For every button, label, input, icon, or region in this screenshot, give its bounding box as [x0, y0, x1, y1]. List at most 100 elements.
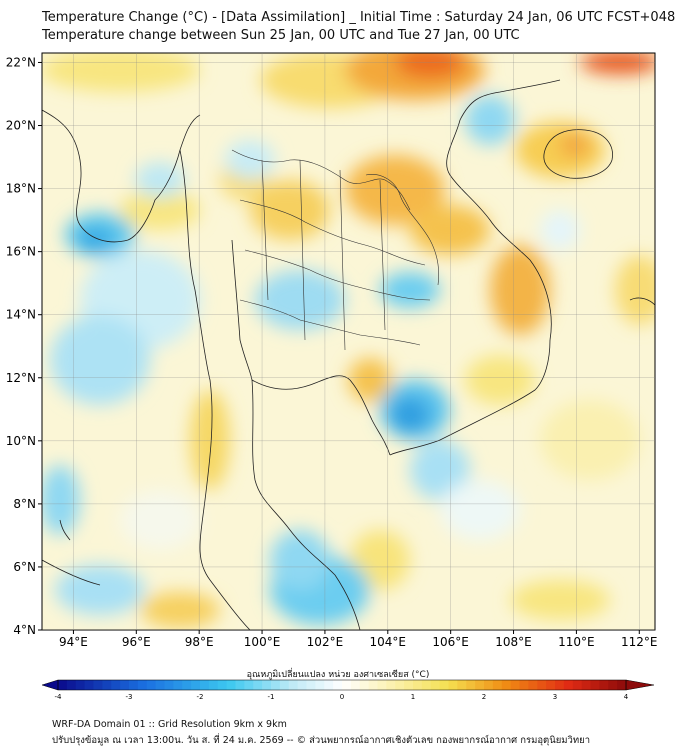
- colorbar-segment: [510, 680, 520, 690]
- colorbar-segment: [537, 680, 547, 690]
- colorbar-frame: [57, 679, 627, 691]
- colorbar: [41, 679, 655, 691]
- colorbar-segment: [164, 680, 174, 690]
- latitude-label: 18°N: [6, 182, 36, 196]
- colorbar-segment: [288, 680, 299, 690]
- colorbar-segment: [501, 680, 512, 690]
- colorbar-segment: [200, 680, 210, 690]
- colorbar-segment: [324, 680, 334, 690]
- colorbar-segment: [448, 680, 458, 690]
- longitude-labels: 94°E 96°E 98°E 100°E 102°E 104°E 106°E 108°E 110…: [59, 630, 658, 649]
- colorbar-segment: [466, 680, 476, 690]
- colorbar-segment: [430, 680, 441, 690]
- colorbar-segment: [555, 680, 565, 690]
- longitude-label: 104°E: [370, 635, 407, 649]
- colorbar-segment: [413, 680, 423, 690]
- colorbar-segment: [208, 680, 219, 690]
- latitude-labels: 22°N 20°N 18°N 16°N 14°N 12°N 10°N 8°N 6°N 4°N: [6, 55, 42, 637]
- colorbar-segment: [297, 680, 307, 690]
- colorbar-segment: [271, 680, 281, 690]
- latitude-label: 10°N: [6, 434, 36, 448]
- colorbar-min-extend: [41, 679, 59, 691]
- colorbar-segment: [93, 680, 103, 690]
- colorbar-segment: [599, 680, 609, 690]
- longitude-label: 102°E: [307, 635, 344, 649]
- graticule: [42, 53, 655, 630]
- coastlines: [42, 79, 655, 630]
- footer-model-info: WRF-DA Domain 01 :: Grid Resolution 9km …: [52, 719, 287, 730]
- longitude-label: 106°E: [432, 635, 469, 649]
- latitude-label: 22°N: [6, 55, 36, 69]
- colorbar-segment: [528, 680, 538, 690]
- colorbar-segment: [333, 680, 343, 690]
- colorbar-segment: [129, 680, 139, 690]
- colorbar-segment: [395, 680, 405, 690]
- colorbar-segment: [484, 680, 494, 690]
- colorbar-segment: [386, 680, 396, 690]
- colorbar-segment: [253, 680, 263, 690]
- colorbar-segment: [421, 680, 432, 690]
- colorbar-segment: [137, 680, 148, 690]
- colorbar-max-extend: [625, 679, 655, 691]
- colorbar-segment: [377, 680, 387, 690]
- colorbar-tick-label: -2: [197, 693, 204, 701]
- colorbar-segment: [173, 680, 183, 690]
- colorbar-segment: [315, 680, 325, 690]
- colorbar-segment: [359, 680, 370, 690]
- latitude-label: 8°N: [13, 497, 36, 511]
- colorbar-segment: [368, 680, 378, 690]
- colorbar-segment: [457, 680, 467, 690]
- colorbar-segment: [519, 680, 529, 690]
- colorbar-segment: [244, 680, 254, 690]
- colorbar-segment: [182, 680, 192, 690]
- latitude-label: 4°N: [13, 623, 36, 637]
- colorbar-tick-label: 0: [340, 693, 344, 701]
- longitude-label: 110°E: [558, 635, 595, 649]
- colorbar-segment: [492, 680, 503, 690]
- colorbar-segment: [262, 680, 272, 690]
- colorbar-segment: [342, 680, 352, 690]
- colorbar-segment: [306, 680, 316, 690]
- colorbar-segment: [75, 680, 86, 690]
- longitude-label: 94°E: [59, 635, 88, 649]
- colorbar-segment: [217, 680, 228, 690]
- colorbar-segment: [155, 680, 165, 690]
- colorbar-segment: [439, 680, 449, 690]
- colorbar-tick-label: -1: [268, 693, 275, 701]
- colorbar-segment: [66, 680, 77, 690]
- latitude-label: 16°N: [6, 245, 36, 259]
- latitude-label: 20°N: [6, 119, 36, 133]
- temperature-field: [42, 53, 655, 630]
- colorbar-segment: [617, 680, 627, 690]
- longitude-label: 112°E: [621, 635, 658, 649]
- colorbar-segment: [235, 680, 245, 690]
- longitude-label: 96°E: [122, 635, 151, 649]
- colorbar-segment: [120, 680, 130, 690]
- colorbar-segment: [581, 680, 591, 690]
- colorbar-tick-label: -3: [126, 693, 133, 701]
- latitude-label: 6°N: [13, 560, 36, 574]
- colorbar-tick-label: 2: [482, 693, 486, 701]
- colorbar-segment: [475, 680, 485, 690]
- colorbar-segment: [102, 680, 112, 690]
- colorbar-segment: [191, 680, 201, 690]
- colorbar-ticks: -4 -3 -2 -1 0 1 2 3 4: [55, 693, 629, 701]
- latitude-label: 12°N: [6, 371, 36, 385]
- province-boundaries: [231, 149, 440, 351]
- longitude-label: 98°E: [185, 635, 214, 649]
- colorbar-segment: [546, 680, 556, 690]
- colorbar-segment: [590, 680, 600, 690]
- colorbar-label: อุณหภูมิเปลี่ยนแปลง หน่วย องศาเซลเซียส (…: [246, 670, 430, 680]
- colorbar-tick-label: -4: [55, 693, 63, 701]
- footer-credit: ปรับปรุงข้อมูล ณ เวลา 13:00น. วัน ส. ที่…: [52, 735, 591, 746]
- colorbar-tick-label: 3: [553, 693, 557, 701]
- colorbar-tick-label: 4: [624, 693, 629, 701]
- longitude-label: 100°E: [244, 635, 281, 649]
- colorbar-segment: [404, 680, 414, 690]
- colorbar-tick-label: 1: [411, 693, 415, 701]
- chart-subtitle: Temperature change between Sun 25 Jan, 0…: [42, 28, 520, 43]
- colorbar-segment: [226, 680, 236, 690]
- colorbar-segment: [572, 680, 583, 690]
- colorbar-segment: [279, 680, 290, 690]
